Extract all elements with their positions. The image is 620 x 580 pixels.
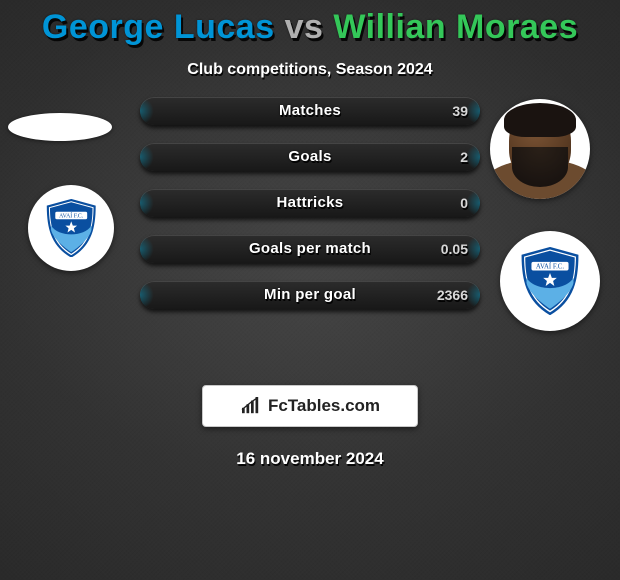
page-title: George Lucas vs Willian Moraes — [0, 0, 620, 47]
stat-value-right: 0.05 — [414, 235, 468, 263]
shield-icon: AVAÍ F.C. — [516, 247, 584, 315]
stat-value-right: 2366 — [414, 281, 468, 309]
bar-chart-icon — [240, 397, 262, 415]
watermark-text: FcTables.com — [268, 396, 380, 416]
title-right-name: Willian Moraes — [333, 8, 578, 46]
club-crest-left: AVAÍ F.C. — [28, 185, 114, 271]
stat-bar: Goals 2 — [140, 143, 480, 171]
title-vs: vs — [285, 8, 324, 46]
stat-bars: Matches 39 Goals 2 Hattricks 0 Goals per… — [140, 97, 480, 327]
svg-text:AVAÍ F.C.: AVAÍ F.C. — [536, 263, 564, 271]
watermark: FcTables.com — [202, 385, 418, 427]
stat-value-right: 39 — [414, 97, 468, 125]
stat-bar: Goals per match 0.05 — [140, 235, 480, 263]
shield-icon: AVAÍ F.C. — [42, 199, 100, 257]
title-left-name: George Lucas — [42, 8, 275, 46]
stat-bar: Matches 39 — [140, 97, 480, 125]
comparison-stage: AVAÍ F.C. AVAÍ F.C. Matches 39 Goals 2 — [0, 113, 620, 373]
stat-bar: Min per goal 2366 — [140, 281, 480, 309]
player-photo-right — [490, 99, 590, 199]
stat-bar: Hattricks 0 — [140, 189, 480, 217]
player-photo-left — [8, 113, 112, 141]
footer-date: 16 november 2024 — [0, 449, 620, 469]
subtitle: Club competitions, Season 2024 — [0, 61, 620, 79]
stat-value-right: 2 — [414, 143, 468, 171]
stat-value-right: 0 — [414, 189, 468, 217]
club-crest-right: AVAÍ F.C. — [500, 231, 600, 331]
